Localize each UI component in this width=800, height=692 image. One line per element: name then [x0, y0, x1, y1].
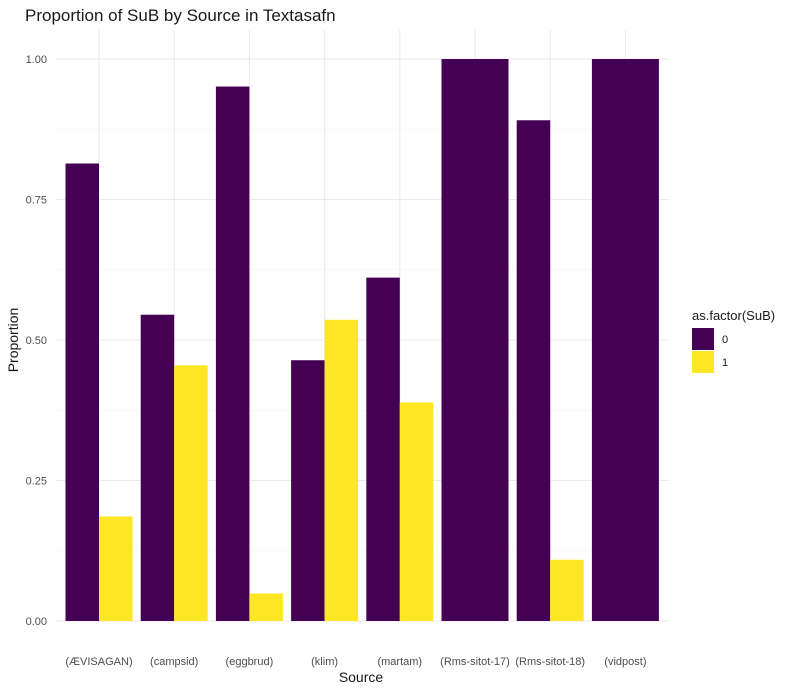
bar-martam-series-1: [399, 402, 434, 621]
bar-campsid-series-1: [174, 365, 208, 621]
x-tick-label: (eggbrud): [226, 656, 274, 668]
y-axis-ticks: 0.00 0.25 0.50 0.75 1.00: [26, 54, 47, 628]
x-axis-ticks: (ÆVISAGAN) (campsid) (eggbrud) (klim) (marta…: [65, 656, 646, 668]
bar-ævisagan-series-0: [65, 163, 99, 622]
bar-rms-sitot-18-series-1: [550, 559, 584, 621]
x-tick-label: (klim): [311, 656, 338, 668]
y-tick-label: 0.75: [26, 195, 47, 207]
x-tick-label: (campsid): [150, 656, 198, 668]
bar-vidpost-series-0: [591, 59, 659, 621]
legend-key-0: [692, 328, 714, 350]
bars: [65, 59, 659, 622]
legend-title: as.factor(SuB): [692, 308, 775, 323]
x-tick-label: (ÆVISAGAN): [65, 656, 132, 668]
legend-key-1: [692, 351, 714, 373]
y-tick-label: 1.00: [26, 54, 47, 66]
bar-klim-series-1: [324, 319, 359, 621]
bar-eggbrud-series-0: [215, 86, 250, 621]
bar-eggbrud-series-1: [249, 593, 283, 621]
x-tick-label: (Rms-sitot-17): [440, 656, 510, 668]
bar-martam-series-0: [366, 277, 400, 621]
legend: as.factor(SuB) 0 1: [692, 308, 775, 373]
x-tick-label: (Rms-sitot-18): [515, 656, 585, 668]
chart-title: Proportion of SuB by Source in Textasafn: [25, 6, 336, 25]
y-axis-title: Proportion: [5, 308, 21, 373]
y-tick-label: 0.00: [26, 616, 47, 628]
bar-rms-sitot-17-series-0: [441, 59, 509, 621]
x-tick-label: (martam): [377, 656, 422, 668]
bar-rms-sitot-18-series-0: [516, 120, 551, 622]
bar-campsid-series-0: [140, 314, 175, 621]
x-tick-label: (vidpost): [604, 656, 646, 668]
bar-klim-series-0: [291, 360, 325, 621]
y-tick-label: 0.25: [26, 476, 47, 488]
legend-label-0: 0: [722, 334, 728, 346]
legend-label-1: 1: [722, 357, 728, 369]
y-tick-label: 0.50: [26, 335, 47, 347]
x-axis-title: Source: [339, 669, 384, 685]
bar-ævisagan-series-1: [99, 516, 133, 621]
